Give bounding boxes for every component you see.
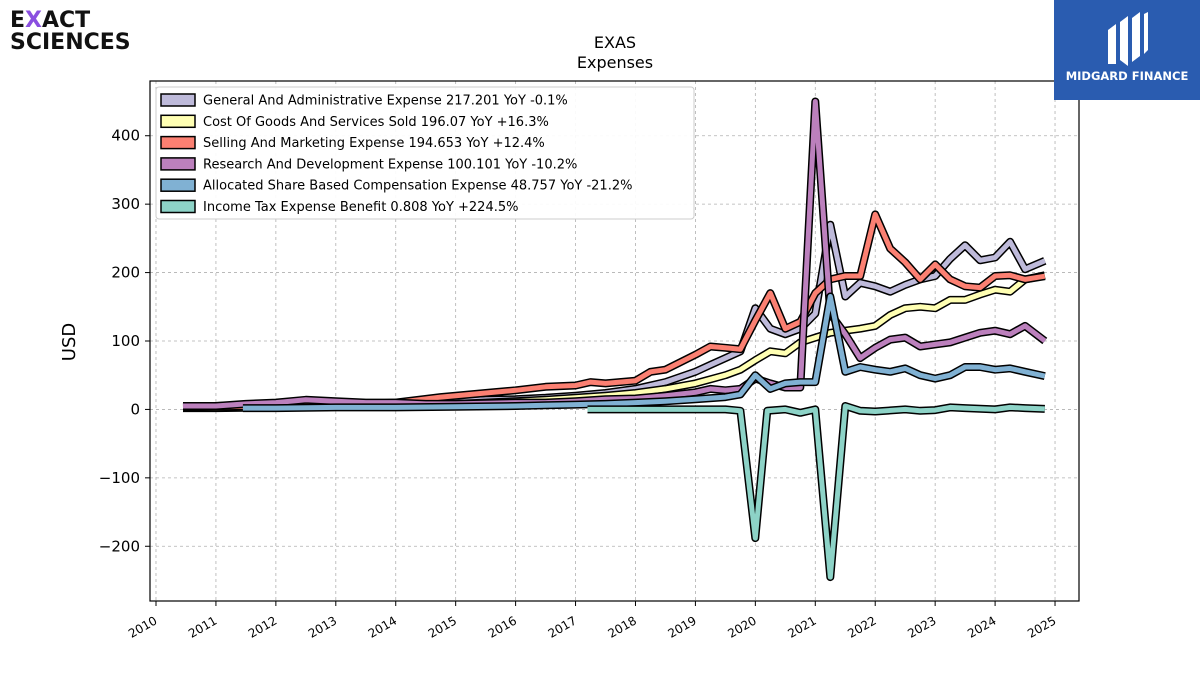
legend-swatch <box>160 199 196 214</box>
y-tick-label: 100 <box>111 332 140 350</box>
legend: General And Administrative Expense 217.2… <box>155 86 695 220</box>
legend-swatch <box>160 178 196 192</box>
y-tick-label: −100 <box>99 469 140 487</box>
x-tick-label: 2025 <box>1025 613 1058 640</box>
y-tick-label: 300 <box>111 195 140 213</box>
x-tick-label: 2024 <box>965 613 998 640</box>
chart-title: EXAS <box>594 33 636 52</box>
publisher-mark-icon <box>1108 12 1148 66</box>
legend-label: Research And Development Expense 100.101… <box>203 157 577 172</box>
x-tick-label: 2021 <box>785 613 818 640</box>
x-tick-label: 2011 <box>186 613 219 640</box>
legend-label: General And Administrative Expense 217.2… <box>203 94 568 109</box>
series-layer <box>182 97 1048 582</box>
company-logo: EXACT SCIENCES <box>10 8 131 55</box>
y-tick-label: 200 <box>111 264 140 282</box>
series-line-4 <box>242 294 1046 411</box>
legend-box <box>155 86 695 220</box>
legend-label: Selling And Marketing Expense 194.653 Yo… <box>203 136 545 151</box>
x-tick-label: 2019 <box>665 613 698 640</box>
legend-swatch <box>160 135 196 150</box>
x-tick-label: 2010 <box>126 613 159 640</box>
legend-swatch <box>160 114 196 129</box>
publisher-logo: MIDGARD FINANCE <box>1054 0 1200 100</box>
gridlines <box>150 81 1079 601</box>
y-tick-label: −200 <box>99 537 140 555</box>
legend-label: Cost Of Goods And Services Sold 196.07 Y… <box>203 115 549 130</box>
x-tick-label: 2017 <box>546 613 579 640</box>
publisher-name: MIDGARD FINANCE <box>1065 69 1189 83</box>
chart-subtitle: Expenses <box>577 53 653 72</box>
x-tick-label: 2012 <box>246 613 279 640</box>
x-tick-label: 2020 <box>725 613 758 640</box>
y-axis-label: USD <box>59 323 80 361</box>
legend-label: Income Tax Expense Benefit 0.808 YoY +22… <box>203 200 518 215</box>
series-line-2 <box>182 211 1046 410</box>
legend-swatch <box>160 93 196 107</box>
x-tick-label: 2013 <box>306 613 339 640</box>
legend-swatch <box>160 157 196 171</box>
x-tick-label: 2014 <box>366 613 399 640</box>
x-tick-label: 2022 <box>845 613 878 640</box>
x-tick-label: 2015 <box>426 613 459 640</box>
y-tick-label: 0 <box>130 400 140 418</box>
x-tick-label: 2016 <box>486 613 519 640</box>
legend-label: Allocated Share Based Compensation Expen… <box>203 179 632 194</box>
x-tick-label: 2023 <box>905 613 938 640</box>
x-tick-label: 2018 <box>606 613 639 640</box>
series-line-5 <box>587 403 1045 580</box>
y-tick-label: 400 <box>111 127 140 145</box>
